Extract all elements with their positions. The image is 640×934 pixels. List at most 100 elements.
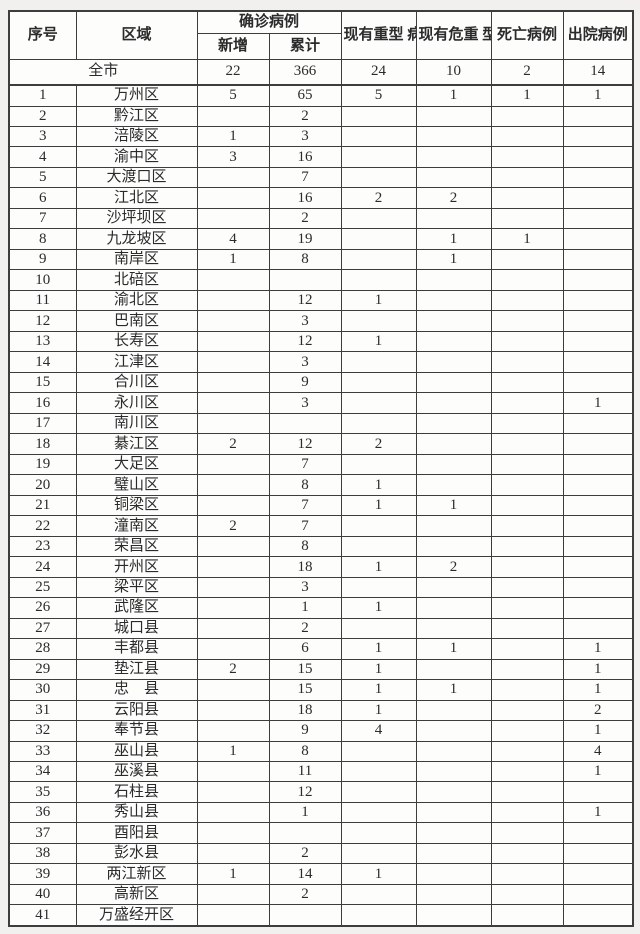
- cell-severe: 1: [340, 597, 417, 619]
- cell-region: 江北区: [75, 187, 198, 209]
- cell-cumulative: 7: [268, 494, 342, 517]
- cell-new: 2: [196, 433, 270, 455]
- cell-index: 25: [8, 576, 77, 599]
- cell-discharged: 1: [562, 720, 634, 742]
- cell-discharged: [562, 412, 634, 435]
- cell-cumulative: 18: [268, 556, 342, 578]
- table-row: 2 黔江区 2: [8, 105, 634, 127]
- table-row: 3 涪陵区 1 3: [8, 125, 634, 148]
- cell-cumulative: [268, 904, 342, 927]
- cell-deaths: [490, 187, 564, 209]
- table-row: 15 合川区 9: [8, 371, 634, 394]
- cell-cumulative: [268, 412, 342, 435]
- cell-new: [196, 412, 270, 435]
- cell-critical: [415, 801, 492, 824]
- table-row: 34 巫溪县 11 1: [8, 760, 634, 783]
- cell-discharged: [562, 494, 634, 517]
- table-row: 37 酉阳县: [8, 822, 634, 844]
- table-row: 29 垫江县 2 15 1 1: [8, 658, 634, 681]
- cell-cumulative: 16: [268, 187, 342, 209]
- cell-discharged: [562, 269, 634, 291]
- cell-region: 奉节县: [75, 720, 198, 742]
- table-row: 10 北碚区: [8, 269, 634, 291]
- cell-critical: [415, 863, 492, 885]
- cell-index: 40: [8, 883, 77, 906]
- col-header-region: 区域: [75, 10, 198, 60]
- cell-index: 19: [8, 453, 77, 476]
- cell-index: 35: [8, 781, 77, 803]
- cell-new: [196, 781, 270, 803]
- cell-deaths: [490, 269, 564, 291]
- cell-cumulative: 9: [268, 371, 342, 394]
- table-row: 12 巴南区 3: [8, 310, 634, 332]
- cell-discharged: [562, 125, 634, 148]
- cell-region: 北碚区: [75, 269, 198, 291]
- cell-new: [196, 371, 270, 394]
- cell-region: 万州区: [75, 84, 198, 107]
- cell-discharged: [562, 535, 634, 558]
- cell-cumulative: 3: [268, 392, 342, 414]
- cell-discharged: [562, 556, 634, 578]
- cell-severe: [340, 760, 417, 783]
- cell-new: 5: [196, 84, 270, 107]
- cell-critical: [415, 269, 492, 291]
- table-row: 23 荣昌区 8: [8, 535, 634, 558]
- cell-region: 南川区: [75, 412, 198, 435]
- cell-severe: 2: [340, 433, 417, 455]
- cell-discharged: [562, 883, 634, 906]
- cell-index: 17: [8, 412, 77, 435]
- cell-critical: [415, 720, 492, 742]
- cell-critical-total: 10: [415, 58, 492, 86]
- cell-severe-total: 24: [340, 58, 417, 86]
- cell-cumulative: 14: [268, 863, 342, 885]
- cell-cumulative: 12: [268, 330, 342, 353]
- cell-deaths: [490, 863, 564, 885]
- cell-cumulative: 12: [268, 289, 342, 312]
- cell-cumulative: 1: [268, 597, 342, 619]
- cell-new: [196, 576, 270, 599]
- cell-discharged: [562, 105, 634, 127]
- cell-severe: 1: [340, 679, 417, 701]
- cell-discharged: [562, 228, 634, 250]
- cell-new: [196, 904, 270, 927]
- cell-cumulative: 16: [268, 146, 342, 168]
- cell-severe: [340, 392, 417, 414]
- table-row: 40 高新区 2: [8, 883, 634, 906]
- table-row: 38 彭水县 2: [8, 842, 634, 865]
- cell-new: [196, 289, 270, 312]
- cell-critical: [415, 125, 492, 148]
- cell-deaths: [490, 576, 564, 599]
- cell-region: 大渡口区: [75, 166, 198, 189]
- table-row: 22 潼南区 2 7: [8, 515, 634, 537]
- cell-cumulative: 7: [268, 166, 342, 189]
- cell-critical: [415, 576, 492, 599]
- cell-region: 巫山县: [75, 740, 198, 763]
- cell-index: 12: [8, 310, 77, 332]
- table-row: 41 万盛经开区: [8, 904, 634, 927]
- cell-critical: [415, 740, 492, 763]
- cell-severe: [340, 146, 417, 168]
- cell-new: [196, 720, 270, 742]
- cell-deaths: [490, 351, 564, 373]
- table-row: 1 万州区 5 65 5 1 1 1: [8, 84, 634, 107]
- cell-index: 32: [8, 720, 77, 742]
- table-row: 9 南岸区 1 8 1: [8, 248, 634, 271]
- cell-deaths: [490, 474, 564, 496]
- total-row: 全市 22 366 24 10 2 14: [8, 58, 634, 86]
- cell-new: [196, 597, 270, 619]
- cell-deaths: [490, 146, 564, 168]
- cell-region: 黔江区: [75, 105, 198, 127]
- cell-critical: [415, 760, 492, 783]
- cell-new: [196, 638, 270, 660]
- cell-region: 云阳县: [75, 699, 198, 722]
- table-row: 27 城口县 2: [8, 617, 634, 640]
- cell-cumulative: 2: [268, 883, 342, 906]
- cell-new: 1: [196, 863, 270, 885]
- cell-discharged: [562, 248, 634, 271]
- cell-index: 34: [8, 760, 77, 783]
- cell-critical: [415, 351, 492, 373]
- cell-cumulative: 7: [268, 453, 342, 476]
- cell-discharged: 1: [562, 801, 634, 824]
- table-row: 36 秀山县 1 1: [8, 801, 634, 824]
- cell-deaths: [490, 699, 564, 722]
